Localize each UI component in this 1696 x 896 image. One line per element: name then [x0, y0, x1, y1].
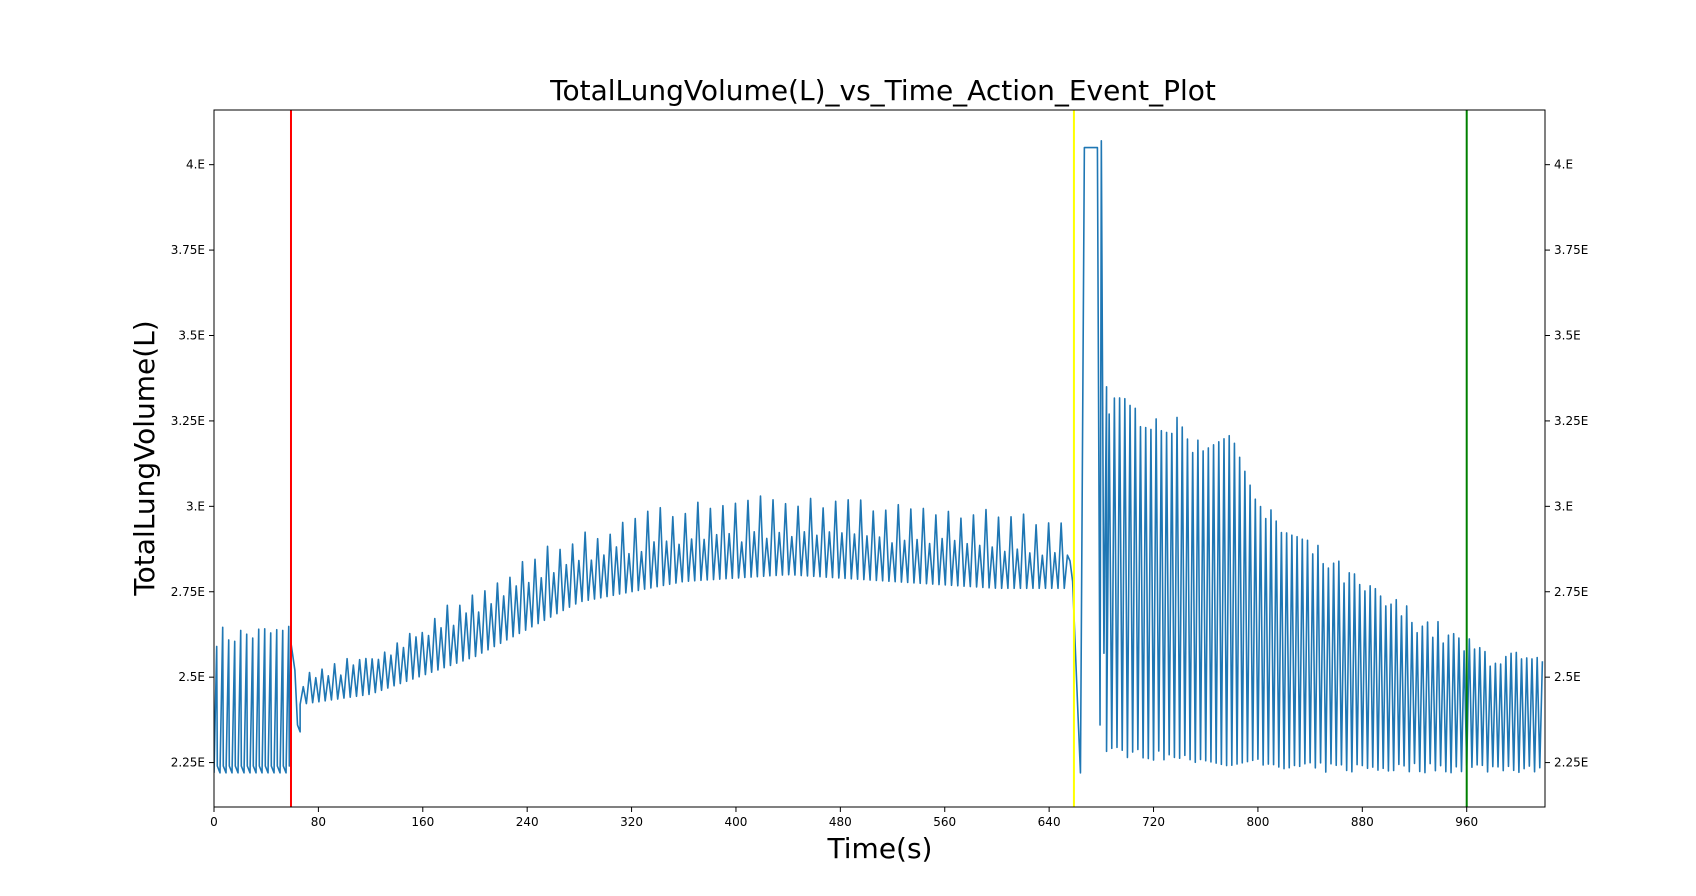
- y-tick-label-right: 4.E: [1554, 158, 1573, 172]
- y-tick-label-left: 4.E: [186, 158, 205, 172]
- x-axis: 0 80 160 240 320 400 480 560 640 720 800 880 960: [210, 807, 1478, 829]
- y-tick-label-left: 3.5E: [178, 329, 205, 343]
- y-tick-label-left: 3.E: [186, 499, 205, 513]
- x-tick-label: 80: [311, 815, 326, 829]
- chart-title: TotalLungVolume(L)_vs_Time_Action_Event_…: [549, 74, 1216, 107]
- y-tick-label-right: 2.25E: [1554, 756, 1588, 770]
- y-tick-label-right: 3.75E: [1554, 243, 1588, 257]
- y-axis-left: 2.25E 2.5E 2.75E 3.E 3.25E 3.5E 3.75E 4.E: [171, 158, 214, 770]
- y-axis-title: TotalLungVolume(L): [128, 320, 161, 596]
- y-tick-label-right: 3.25E: [1554, 414, 1588, 428]
- x-tick-label: 880: [1351, 815, 1374, 829]
- y-tick-label-right: 2.75E: [1554, 585, 1588, 599]
- y-tick-label-left: 3.25E: [171, 414, 205, 428]
- y-tick-label-left: 3.75E: [171, 243, 205, 257]
- y-tick-label-right: 3.E: [1554, 499, 1573, 513]
- x-tick-label: 480: [829, 815, 852, 829]
- x-tick-label: 320: [620, 815, 643, 829]
- y-tick-label-right: 3.5E: [1554, 329, 1581, 343]
- x-tick-label: 240: [516, 815, 539, 829]
- y-tick-label-left: 2.25E: [171, 756, 205, 770]
- x-tick-label: 960: [1455, 815, 1478, 829]
- x-tick-label: 160: [411, 815, 434, 829]
- series-line-total-lung-volume: [214, 139, 1544, 774]
- plot-area: [213, 109, 1546, 808]
- x-tick-label: 400: [725, 815, 748, 829]
- x-tick-label: 0: [210, 815, 218, 829]
- y-tick-label-right: 2.5E: [1554, 670, 1581, 684]
- x-tick-label: 560: [933, 815, 956, 829]
- x-axis-title: Time(s): [827, 832, 933, 865]
- x-tick-label: 720: [1142, 815, 1165, 829]
- plot-frame: [213, 109, 1546, 808]
- x-tick-label: 640: [1038, 815, 1061, 829]
- series-group: [214, 139, 1544, 774]
- event-lines: [289, 110, 1468, 807]
- y-axis-right: 2.25E 2.5E 2.75E 3.E 3.25E 3.5E 3.75E 4.E: [1545, 158, 1588, 770]
- y-tick-label-left: 2.5E: [178, 670, 205, 684]
- x-tick-label: 800: [1246, 815, 1269, 829]
- y-tick-label-left: 2.75E: [171, 585, 205, 599]
